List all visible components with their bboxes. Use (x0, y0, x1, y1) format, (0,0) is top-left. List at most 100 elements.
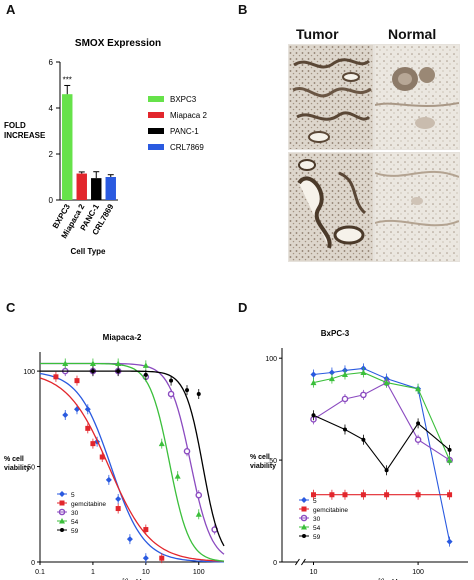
bar-chart-smox: SMOX Expression 0 2 4 6 FOLD INCREASE BXPC3 Miap… (4, 38, 207, 256)
normal-column-label: Normal (388, 26, 437, 42)
data-point (74, 378, 80, 384)
data-point (115, 506, 121, 512)
data-point (105, 476, 112, 483)
normal-stain-image-2 (374, 152, 460, 262)
legend-label: 54 (71, 519, 79, 526)
data-point (446, 457, 453, 463)
data-point (328, 369, 335, 376)
y-tick-label: 0 (273, 560, 277, 567)
y-tick-label: 50 (269, 458, 277, 465)
x-tick-label: 100 (412, 569, 424, 576)
data-point (415, 385, 422, 392)
data-point (342, 427, 347, 432)
significance-annotation: *** (63, 75, 72, 84)
data-point (329, 492, 335, 498)
data-point (85, 425, 91, 431)
y-tick-label: 100 (23, 369, 35, 376)
legend-label: gemcitabine (71, 501, 106, 508)
x-tick-label: 100 (193, 569, 205, 576)
fit-curve-54 (40, 362, 225, 562)
bar-crl7869 (105, 177, 116, 200)
panel-letter-d: D (238, 300, 248, 315)
chart-title: BxPC-3 (321, 329, 350, 338)
x-tick-label: 1 (91, 569, 95, 576)
axis-break-mark (301, 558, 306, 566)
data-point (416, 421, 421, 426)
legend-label: Miapaca 2 (170, 111, 207, 120)
data-point (360, 369, 367, 375)
data-point (183, 447, 191, 455)
data-point (84, 406, 91, 413)
data-point (446, 538, 453, 545)
legend-label: BXPC3 (170, 95, 197, 104)
data-point (310, 371, 317, 378)
data-point (53, 374, 59, 380)
panel-letter-a: A (6, 2, 16, 17)
data-point (62, 412, 69, 418)
data-point (341, 395, 349, 403)
y-axis-label: % cell viability (250, 454, 276, 470)
data-point (415, 492, 421, 498)
chart-title: Miapaca-2 (103, 333, 142, 342)
legend-label: gemcitabine (313, 507, 348, 514)
data-point (115, 360, 122, 366)
y-tick-label: 0 (31, 560, 35, 567)
data-point (90, 441, 96, 447)
legend-swatch (148, 144, 164, 150)
data-point (447, 492, 453, 498)
legend-swatch (148, 112, 164, 118)
data-point (310, 492, 316, 498)
data-point (116, 369, 121, 374)
fit-curve-5 (39, 372, 224, 563)
data-point (115, 496, 122, 502)
data-point (143, 372, 148, 377)
legend-label: 5 (71, 492, 75, 499)
data-point (126, 536, 133, 543)
tumor-column-label: Tumor (296, 26, 339, 42)
data-point (158, 440, 165, 447)
series-line-30 (313, 381, 450, 461)
series-line-59 (313, 414, 450, 472)
data-point (159, 555, 165, 561)
legend-label: 5 (313, 498, 317, 505)
axis-break-gap (297, 560, 304, 565)
legend-swatch (148, 96, 164, 102)
data-point (360, 492, 366, 498)
y-tick-label: 2 (49, 150, 54, 159)
normal-stain-image-1 (374, 44, 460, 150)
y-tick-label: 4 (49, 104, 54, 113)
data-point (142, 555, 149, 562)
data-point (90, 369, 95, 374)
data-point (414, 436, 422, 444)
data-point (311, 413, 316, 418)
data-point (195, 491, 203, 499)
data-point (169, 378, 174, 383)
y-tick-label: 100 (265, 356, 277, 363)
data-point (342, 492, 348, 498)
data-point (195, 511, 202, 517)
x-tick-label: 0.1 (35, 569, 45, 576)
y-tick-label: 6 (49, 58, 54, 67)
bar-bxpc3 (62, 94, 73, 200)
y-axis-label: FOLD INCREASE (4, 121, 46, 140)
legend-swatch (148, 128, 164, 134)
legend-label: PANC-1 (170, 127, 199, 136)
data-point (383, 379, 390, 386)
data-point (143, 527, 149, 533)
x-axis-label: Cell Type (71, 247, 107, 256)
data-point (142, 362, 149, 368)
legend-label: 30 (71, 510, 79, 517)
y-axis-label: % cell viability (4, 456, 30, 472)
data-point (62, 360, 69, 366)
data-point (384, 492, 390, 498)
y-tick-label: 50 (27, 465, 35, 472)
data-point (310, 379, 317, 386)
x-tick-label: 10 (310, 569, 318, 576)
data-point (361, 437, 366, 442)
legend-label: 30 (313, 516, 321, 523)
series-line-5 (313, 367, 451, 542)
data-point (174, 473, 181, 479)
data-point (89, 360, 96, 366)
data-point (167, 390, 175, 398)
legend-label: 54 (313, 525, 321, 532)
